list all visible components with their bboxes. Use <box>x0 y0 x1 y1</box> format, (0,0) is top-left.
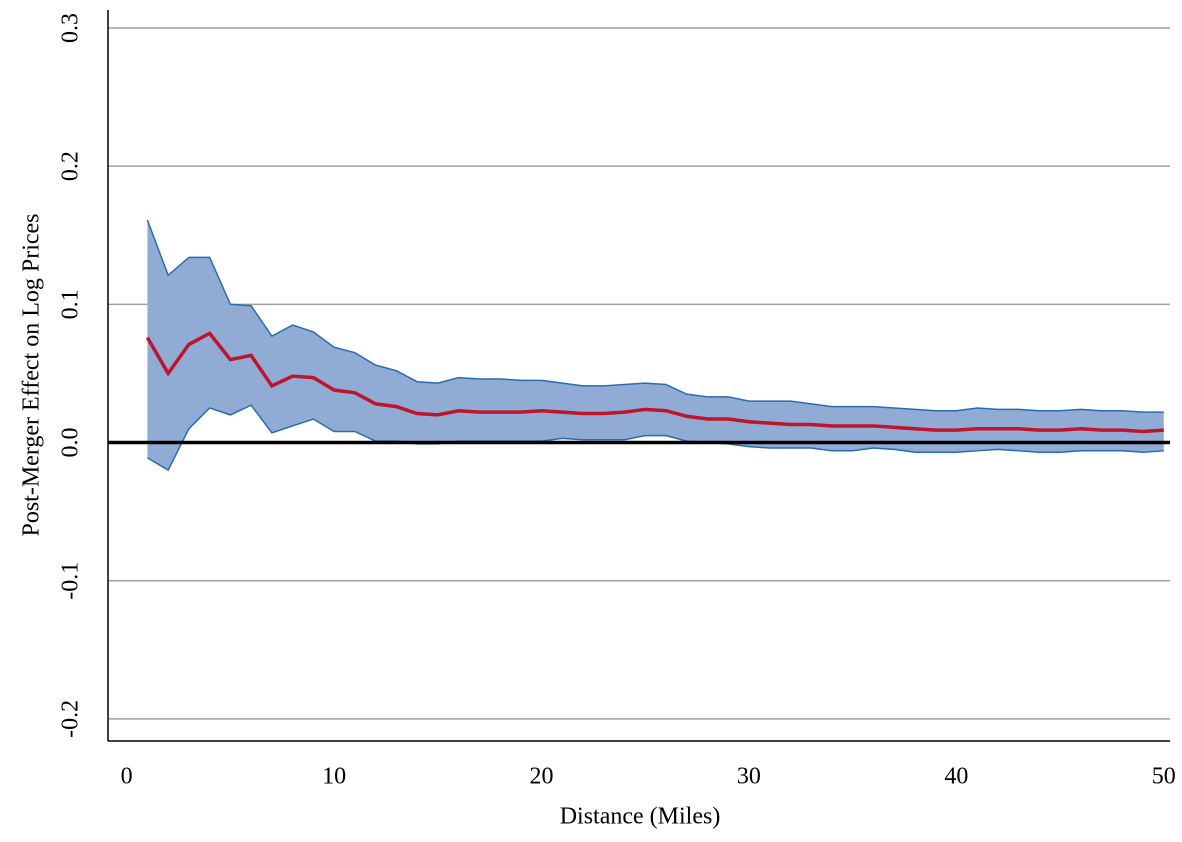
confidence-band <box>147 220 1164 471</box>
x-tick-label: 40 <box>944 764 968 790</box>
x-axis-label: Distance (Miles) <box>560 804 721 830</box>
x-tick-label: 10 <box>322 764 346 790</box>
x-tick-label: 30 <box>737 764 761 790</box>
x-tick-label: 50 <box>1152 764 1176 790</box>
band-upper-edge <box>146 219 1164 413</box>
x-tick-label: 0 <box>121 764 133 790</box>
y-tick-label: -0.1 <box>58 562 84 600</box>
y-tick-label: 0.2 <box>58 151 84 181</box>
x-tick-label: 20 <box>530 764 554 790</box>
y-tick-label: 0.0 <box>58 428 84 458</box>
band-lower-edge <box>147 404 1164 472</box>
y-tick-label: -0.2 <box>58 700 84 738</box>
y-axis-label: Post-Merger Effect on Log Prices <box>19 213 45 536</box>
line <box>145 331 1164 434</box>
y-tick-label: 0.3 <box>58 13 84 43</box>
y-tick-label: 0.1 <box>58 289 84 319</box>
